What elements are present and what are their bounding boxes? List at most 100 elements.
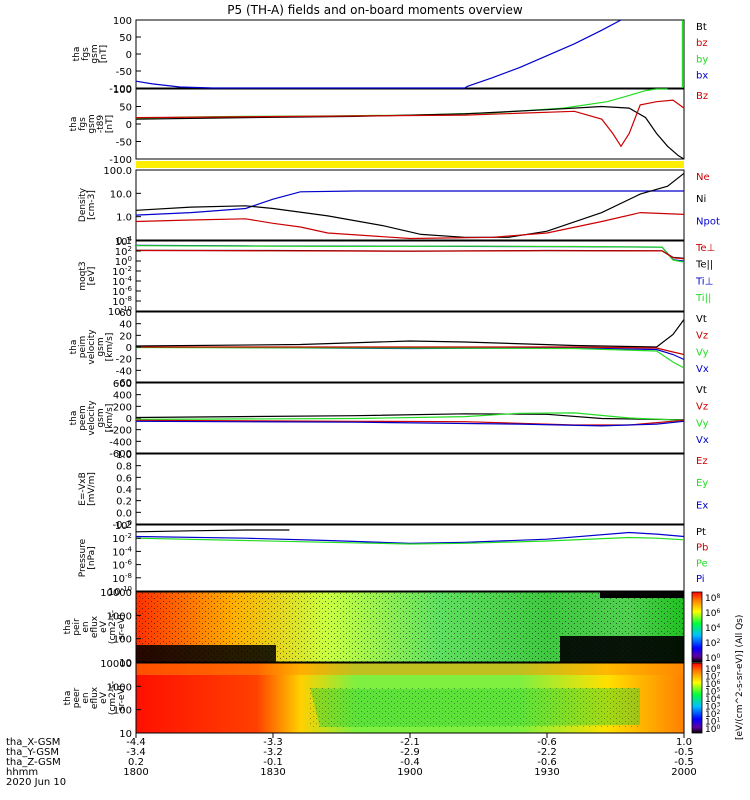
peir-spec-ylabel-line: tha [63, 620, 73, 635]
peir-spec-ytick-label: 100 [113, 635, 132, 646]
peim-series-0 [135, 319, 685, 348]
pressure-ylabel-line: Pressure [78, 538, 88, 577]
pressure-ytick-label: 10-4 [112, 545, 132, 558]
x-row-label-2: tha_Z-GSM [6, 757, 61, 768]
peim-ylabel-line: tha [69, 340, 79, 355]
peir-spec-colorbar-tick: 108 [705, 593, 720, 604]
efield-legend-ey: Ey [696, 478, 708, 489]
peim-ytick-label: -60 [116, 378, 132, 389]
efield-ylabel-line: E=-VxB [78, 472, 88, 506]
peer-spec-ylabel-line: eV [99, 691, 109, 704]
peer-spec-colorbar-tick: 102 [705, 709, 720, 720]
peem-legend-vz: Vz [696, 402, 708, 413]
pressure-series-1 [135, 531, 685, 544]
density-ytick-label: 100.0 [103, 166, 132, 177]
fgs-ylabel-line: gsm [90, 44, 100, 63]
x-axis-annotation: tha_X-GSM tha_Y-GSM tha_Z-GSM hhmm 2020 … [6, 733, 697, 788]
fgs-ylabel-line: fgs [81, 47, 91, 61]
peer-spec-ylabel-line: en [81, 692, 91, 703]
series-layer [135, 19, 685, 545]
pressure-legend-pb: Pb [696, 543, 708, 554]
peer-spec-colorbar-tick: 103 [705, 702, 720, 713]
moqt3-ylabel-line: [eV] [87, 267, 97, 286]
x-value: -0.1 [263, 757, 283, 768]
peer-spec-colorbar-tick: 108 [705, 664, 720, 675]
fgs-ytick-label: 100 [113, 16, 132, 27]
pressure-ylabel-line: [nPa] [87, 546, 97, 569]
peem-series-1 [135, 412, 685, 421]
x-row-label-3: hhmm [6, 767, 38, 778]
peir-spec-ylabel-line: (cm2-s- [108, 610, 118, 644]
efield-ylabel-line: [mV/m] [87, 472, 97, 506]
x-value: -3.4 [126, 747, 146, 758]
fgs-ytick-label: 50 [119, 33, 132, 44]
peer-spec-ytick-label: 1000 [107, 682, 132, 693]
fgs-ylabel-line: [nT] [99, 45, 109, 63]
peem-ylabel-line: [km/s] [105, 404, 115, 433]
moqt3-series-3 [135, 249, 685, 260]
efield-ytick-label: 1.0 [116, 450, 132, 461]
x-value: -0.6 [537, 737, 557, 748]
peim-legend-vy: Vy [696, 347, 709, 358]
fgs-t89-ylabel-line: [nT] [105, 115, 115, 133]
colorbar-label: [eV/(cm^2-s-sr-eV)] (All Qs) [735, 615, 745, 740]
figure-title: P5 (TH-A) fields and on-board moments ov… [227, 3, 523, 17]
fgs-t89-ylabel-line: -t89 [96, 115, 106, 134]
pressure-series-0 [135, 529, 290, 533]
fgs-legend-by: by [696, 54, 708, 65]
x-value: 0.2 [128, 757, 144, 768]
pressure-legend-pe: Pe [696, 558, 708, 569]
peem-ylabel-line: peem [78, 405, 88, 431]
peem-legend-vt: Vt [696, 385, 707, 396]
peer-spec-colorbar-tick: 106 [705, 679, 720, 690]
peim-ytick-label: -40 [116, 366, 132, 377]
panel-fgs-t89 [135, 88, 685, 160]
x-row-label-0: tha_X-GSM [6, 737, 60, 748]
density-series-2 [135, 211, 685, 240]
peir-spec-ytick-label: 10 [119, 658, 132, 669]
pressure-legend-pt: Pt [696, 527, 706, 538]
panel-density [135, 169, 685, 241]
fgs-t89-ytick-label: 0 [126, 120, 132, 131]
x-value: -0.5 [674, 747, 694, 758]
fgs-series-0 [135, 19, 622, 89]
x-value: -0.6 [537, 757, 557, 768]
peer-spec-ylabel-line: eflux [90, 686, 100, 709]
peem-series-3 [135, 420, 685, 427]
x-value: -4.4 [126, 737, 146, 748]
fgs-ytick-label: -100 [109, 84, 132, 95]
fgs-t89-ylabel-line: gsm [87, 114, 97, 133]
peir-spec-ylabel-line: sr-eV) [117, 614, 127, 640]
x-value: -3.3 [263, 737, 283, 748]
peir-spec-colorbar-tick: 104 [705, 623, 720, 634]
peim-ytick-label: 20 [119, 331, 132, 342]
peem-ytick-label: 400 [113, 391, 132, 402]
peer-spec-ytick-label: 100 [113, 706, 132, 717]
efield-ytick-label: -0.2 [112, 520, 132, 531]
fgs-ylabel-line: tha [72, 47, 82, 62]
peer-spec-ylabel-line: (cm2-s- [108, 681, 118, 715]
x-value: -0.5 [674, 757, 694, 768]
density-series-0 [135, 190, 684, 216]
peer-spec-colorbar-tick: 107 [705, 672, 720, 683]
fgs-t89-ytick-label: 100 [113, 85, 132, 96]
x-value: 1900 [397, 767, 422, 778]
x-value: -2.2 [537, 747, 557, 758]
peim-legend-vt: Vt [696, 314, 707, 325]
density-ytick-label: 1.0 [116, 213, 132, 224]
moqt3-legend-ti: Ti⊥ [695, 276, 713, 287]
x-date: 2020 Jun 10 [6, 777, 66, 788]
x-value: -0.4 [400, 757, 420, 768]
peer-spec-ylabel-line: sr-eV) [117, 685, 127, 711]
peer-spec-ylabel-line: tha [63, 691, 73, 706]
peim-ylabel-line: velocity [87, 329, 97, 365]
fgs-ytick-label: 0 [126, 50, 132, 61]
density-ytick-label: 0.1 [116, 236, 132, 247]
peem-legend-vy: Vy [696, 418, 709, 429]
density-legend-ni: Ni [696, 194, 706, 205]
peim-ytick-label: -20 [116, 355, 132, 366]
moqt3-legend-te: Te⊥ [695, 243, 715, 254]
efield-ytick-label: 0.8 [116, 462, 132, 473]
